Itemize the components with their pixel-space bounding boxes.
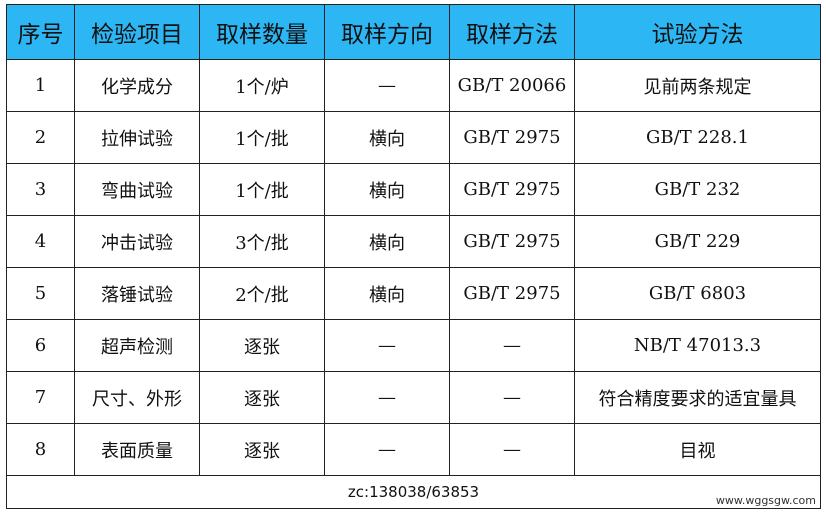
table-cell: 逐张 — [199, 423, 325, 476]
table-cell: 弯曲试验 — [74, 163, 200, 216]
header-row: 序号 检验项目 取样数量 取样方向 取样方法 试验方法 — [6, 4, 821, 60]
table-cell: GB/T 228.1 — [574, 111, 821, 164]
table-cell: 落锤试验 — [74, 267, 200, 320]
table-cell: 5 — [6, 267, 75, 320]
table-cell: 横向 — [324, 163, 450, 216]
table-cell: 6 — [6, 319, 75, 372]
table-cell: GB/T 2975 — [449, 267, 575, 320]
table-row: 5 落锤试验 2个/批 横向 GB/T 2975 GB/T 6803 — [6, 267, 821, 320]
header-cell: 试验方法 — [574, 4, 821, 60]
table-cell: 尺寸、外形 — [74, 371, 200, 424]
table-cell: GB/T 2975 — [449, 215, 575, 268]
table-cell: 4 — [6, 215, 75, 268]
table-row: 1 化学成分 1个/炉 — GB/T 20066 见前两条规定 — [6, 59, 821, 112]
inspection-table: 序号 检验项目 取样数量 取样方向 取样方法 试验方法 1 化学成分 1个/炉 — GB/T 20… — [6, 4, 821, 509]
table-cell: — — [324, 59, 450, 112]
table-cell: — — [324, 319, 450, 372]
footer-text: zc:138038/63853 — [347, 483, 480, 501]
table-cell: 1个/炉 — [199, 59, 325, 112]
table-row: 2 拉伸试验 1个/批 横向 GB/T 2975 GB/T 228.1 — [6, 111, 821, 164]
header-cell: 取样方法 — [449, 4, 575, 60]
footer-cell: zc:138038/63853 www.wggsgw.com — [6, 475, 821, 509]
header-cell: 取样数量 — [199, 4, 325, 60]
table-cell: 横向 — [324, 111, 450, 164]
header-cell: 取样方向 — [324, 4, 450, 60]
table-cell: 冲击试验 — [74, 215, 200, 268]
table-cell: 拉伸试验 — [74, 111, 200, 164]
table-row: 6 超声检测 逐张 — — NB/T 47013.3 — [6, 319, 821, 372]
table-cell: 1个/批 — [199, 163, 325, 216]
table-cell: 1 — [6, 59, 75, 112]
table-row: 4 冲击试验 3个/批 横向 GB/T 2975 GB/T 229 — [6, 215, 821, 268]
header-cell: 检验项目 — [74, 4, 200, 60]
watermark: www.wggsgw.com — [715, 494, 816, 507]
table-cell: 逐张 — [199, 371, 325, 424]
table-cell: — — [449, 423, 575, 476]
table-row: 8 表面质量 逐张 — — 目视 — [6, 423, 821, 476]
table-cell: 见前两条规定 — [574, 59, 821, 112]
table-cell: 化学成分 — [74, 59, 200, 112]
table-cell: 1个/批 — [199, 111, 325, 164]
header-cell: 序号 — [6, 4, 75, 60]
table-cell: 3 — [6, 163, 75, 216]
table-cell: 横向 — [324, 215, 450, 268]
table-cell: — — [449, 319, 575, 372]
table-cell: GB/T 20066 — [449, 59, 575, 112]
table-cell: 逐张 — [199, 319, 325, 372]
table-cell: 超声检测 — [74, 319, 200, 372]
footer-row: zc:138038/63853 www.wggsgw.com — [6, 475, 821, 509]
table-cell: — — [449, 371, 575, 424]
table-body: 1 化学成分 1个/炉 — GB/T 20066 见前两条规定 2 拉伸试验 1个/批 横向 GB/… — [6, 59, 821, 476]
table-cell: GB/T 232 — [574, 163, 821, 216]
table-cell: NB/T 47013.3 — [574, 319, 821, 372]
table-cell: 7 — [6, 371, 75, 424]
table-cell: 3个/批 — [199, 215, 325, 268]
table-row: 7 尺寸、外形 逐张 — — 符合精度要求的适宜量具 — [6, 371, 821, 424]
table-cell: 目视 — [574, 423, 821, 476]
table-cell: — — [324, 423, 450, 476]
table-cell: 符合精度要求的适宜量具 — [574, 371, 821, 424]
table-cell: GB/T 2975 — [449, 163, 575, 216]
table-cell: GB/T 6803 — [574, 267, 821, 320]
table-cell: 2个/批 — [199, 267, 325, 320]
table-cell: GB/T 2975 — [449, 111, 575, 164]
table-cell: GB/T 229 — [574, 215, 821, 268]
table-cell: 2 — [6, 111, 75, 164]
table-cell: 横向 — [324, 267, 450, 320]
table-cell: 8 — [6, 423, 75, 476]
table-cell: — — [324, 371, 450, 424]
table-row: 3 弯曲试验 1个/批 横向 GB/T 2975 GB/T 232 — [6, 163, 821, 216]
table-cell: 表面质量 — [74, 423, 200, 476]
